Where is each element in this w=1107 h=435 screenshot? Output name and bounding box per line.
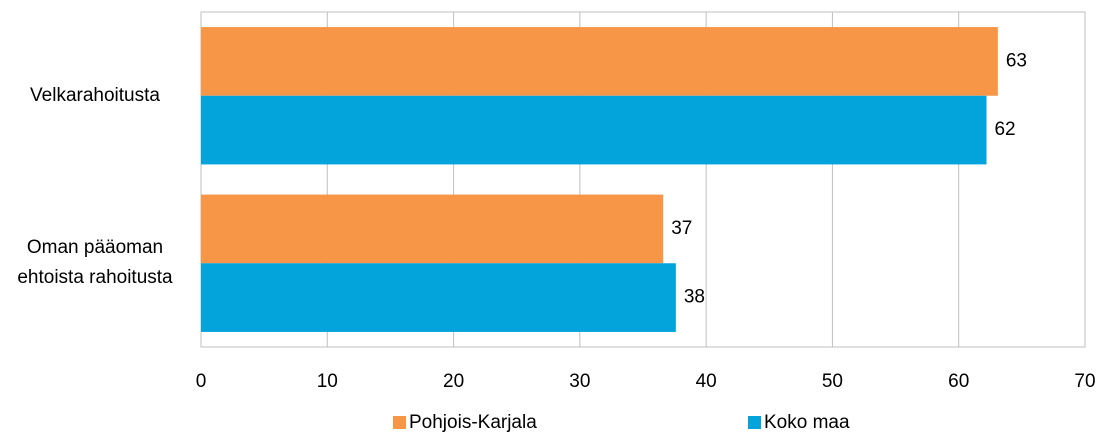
bar xyxy=(201,95,987,165)
data-label: 63 xyxy=(1006,50,1027,71)
legend-swatch xyxy=(393,416,406,429)
x-tick-label: 50 xyxy=(822,371,843,392)
y-tick-label: Velkarahoitusta xyxy=(30,84,160,106)
x-tick-label: 70 xyxy=(1074,371,1095,392)
bar xyxy=(201,263,676,332)
x-tick-label: 30 xyxy=(569,371,590,392)
legend-label: Pohjois-Karjala xyxy=(409,412,537,433)
plot-border xyxy=(200,11,1086,348)
bar xyxy=(201,194,664,264)
data-label: 38 xyxy=(684,287,705,308)
x-tick-label: 40 xyxy=(696,371,717,392)
data-label: 37 xyxy=(671,218,692,239)
bar xyxy=(201,27,998,96)
x-tick-label: 10 xyxy=(317,371,338,392)
legend-label: Koko maa xyxy=(764,412,850,433)
x-tick-label: 0 xyxy=(196,371,207,392)
legend-swatch xyxy=(748,416,761,429)
y-tick-label: Oman pääoman ehtoista rahoitusta xyxy=(17,237,173,289)
data-label: 62 xyxy=(994,119,1015,140)
x-tick-label: 20 xyxy=(443,371,464,392)
x-tick-label: 60 xyxy=(948,371,969,392)
